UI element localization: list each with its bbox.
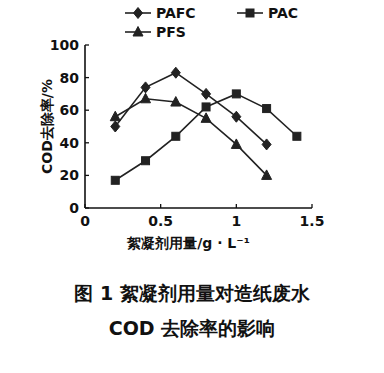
x-tick-label: 1.5 — [300, 213, 325, 229]
series-line — [115, 94, 297, 180]
x-axis-label: 絮凝剂用量/g · L⁻¹ — [126, 235, 250, 251]
legend-marker — [134, 8, 143, 19]
point — [141, 93, 151, 103]
point — [171, 67, 180, 78]
title: 图 1 絮凝剂用量对造纸废水 — [74, 282, 310, 304]
x-tick — [311, 204, 312, 208]
point — [202, 88, 211, 99]
y-axis — [84, 45, 86, 208]
y-tick — [85, 142, 89, 143]
legend-marker — [246, 9, 254, 17]
x-tick — [84, 204, 85, 208]
y-tick — [85, 77, 89, 78]
point — [142, 157, 150, 165]
point — [293, 132, 301, 140]
legend: PAFC PAC PFS — [125, 5, 298, 40]
x-tick-label: 0 — [80, 213, 90, 229]
point — [141, 82, 150, 93]
y-tick — [85, 44, 89, 45]
x-tick — [160, 204, 161, 208]
y-tick — [85, 110, 89, 111]
point — [263, 105, 271, 113]
y-tick-label: 40 — [60, 135, 80, 151]
point — [232, 111, 241, 122]
y-tick-label: 80 — [60, 70, 80, 86]
point — [111, 176, 119, 184]
x-tick — [236, 204, 237, 208]
point — [111, 121, 120, 132]
y-tick-label: 100 — [50, 37, 79, 53]
point — [231, 139, 241, 149]
legend-marker — [133, 27, 143, 37]
point — [262, 170, 272, 180]
legend-label: PAFC — [156, 5, 196, 21]
point — [172, 132, 180, 140]
point — [171, 97, 181, 107]
y-tick — [85, 175, 89, 176]
legend-label: PAC — [268, 5, 298, 21]
y-tick-label: 60 — [60, 102, 80, 118]
y-axis-label: COD去除率/% — [39, 79, 55, 174]
point — [201, 113, 211, 123]
point — [202, 103, 210, 111]
plot-area — [110, 67, 301, 184]
series-line — [115, 99, 266, 176]
y-tick-label: 0 — [69, 200, 79, 216]
chart: 0 20 40 60 80 100 0 0.5 1 1.5 COD去除率/% 絮凝剂用量/g · L⁻… — [0, 0, 384, 373]
x-axis — [85, 207, 312, 209]
chart-root: 0 20 40 60 80 100 0 0.5 1 1.5 COD去除率/% 絮凝剂用量/g · L⁻… — [0, 0, 384, 373]
point — [110, 111, 120, 121]
point — [262, 139, 271, 150]
subtitle: COD 去除率的影响 — [109, 317, 275, 339]
y-tick-label: 20 — [60, 167, 80, 183]
point — [232, 90, 240, 98]
x-tick-label: 1 — [231, 213, 241, 229]
series-line — [115, 73, 266, 145]
legend-label: PFS — [156, 24, 186, 40]
x-tick-label: 0.5 — [148, 213, 173, 229]
